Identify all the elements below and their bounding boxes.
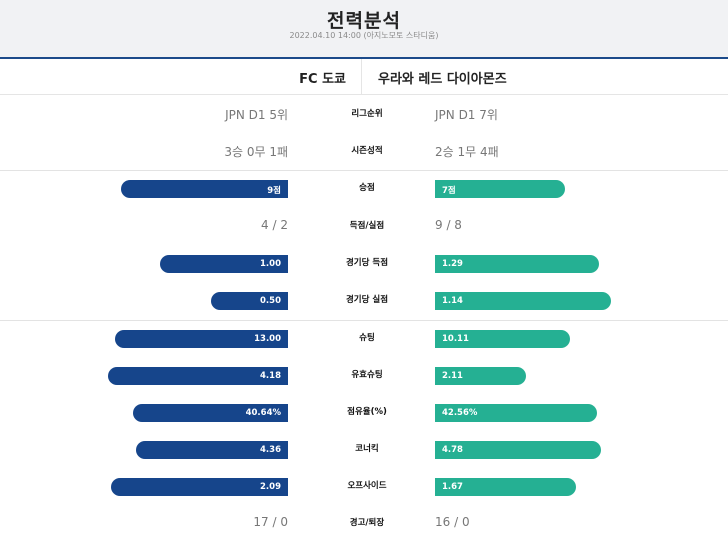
stat-label: 코너킥 xyxy=(355,444,379,454)
away-bar-value: 1.29 xyxy=(442,259,463,269)
away-stat-value: 2승 1무 4패 xyxy=(435,145,499,159)
stat-label: 시즌성적 xyxy=(351,146,383,156)
stat-row: 코너킥 4.36 4.78 xyxy=(0,431,728,468)
away-stat-value: 16 / 0 xyxy=(435,515,470,529)
stat-label: 경기당 실점 xyxy=(345,295,389,305)
stat-row: 승점 9점 7점 xyxy=(0,170,728,207)
home-stat-value: 17 / 0 xyxy=(253,515,288,529)
away-stat-bar xyxy=(435,292,611,310)
away-stat-bar xyxy=(435,180,565,198)
away-bar-value: 2.11 xyxy=(442,371,463,381)
away-stat-bar xyxy=(435,255,599,273)
stat-row: 득점/실점 4 / 2 9 / 8 xyxy=(0,208,728,245)
away-bar-value: 4.78 xyxy=(442,445,463,455)
stat-label: 승점 xyxy=(359,183,375,193)
home-bar-value: 40.64% xyxy=(245,408,281,418)
stat-row: 경고/퇴장 17 / 0 16 / 0 xyxy=(0,505,728,542)
stat-label: 득점/실점 xyxy=(349,221,385,231)
stat-label: 경고/퇴장 xyxy=(349,518,385,528)
section-divider xyxy=(0,320,728,321)
home-stat-bar xyxy=(211,292,288,310)
home-bar-value: 13.00 xyxy=(254,334,281,344)
home-stat-bar xyxy=(160,255,288,273)
stat-label: 리그순위 xyxy=(351,109,383,119)
away-bar-value: 1.14 xyxy=(442,296,463,306)
stat-row: 슈팅 13.00 10.11 xyxy=(0,320,728,357)
away-stat-bar xyxy=(435,404,597,422)
stat-row: 리그순위 JPN D1 5위 JPN D1 7위 xyxy=(0,96,728,133)
stat-label: 점유율(%) xyxy=(347,407,387,417)
stat-label: 유효슈팅 xyxy=(351,370,383,380)
team-divider xyxy=(361,59,362,95)
home-team-name: FC 도쿄 xyxy=(299,72,346,87)
home-stat-bar xyxy=(136,441,288,459)
page-title: 전력분석 xyxy=(327,10,401,32)
stat-row: 경기당 득점 1.00 1.29 xyxy=(0,245,728,282)
away-stat-value: 9 / 8 xyxy=(435,218,462,232)
page-header: 전력분석 2022.04.10 14:00 (아지노모토 스타디움) xyxy=(0,0,728,57)
away-bar-value: 10.11 xyxy=(442,334,469,344)
home-stat-bar xyxy=(133,404,288,422)
stat-row: 경기당 실점 0.50 1.14 xyxy=(0,282,728,319)
home-bar-value: 9점 xyxy=(267,186,281,196)
stat-label: 경기당 득점 xyxy=(345,258,389,268)
home-bar-value: 1.00 xyxy=(260,259,281,269)
away-bar-value: 42.56% xyxy=(442,408,478,418)
home-stat-bar xyxy=(115,330,288,348)
stat-row: 유효슈팅 4.18 2.11 xyxy=(0,357,728,394)
stat-row: 시즌성적 3승 0무 1패 2승 1무 4패 xyxy=(0,133,728,170)
away-stat-bar xyxy=(435,441,601,459)
away-stat-bar xyxy=(435,367,526,385)
away-bar-value: 1.67 xyxy=(442,482,463,492)
home-bar-value: 0.50 xyxy=(260,296,281,306)
home-stat-value: 4 / 2 xyxy=(261,218,288,232)
home-bar-value: 2.09 xyxy=(260,482,281,492)
team-header: FC 도쿄 우라와 레드 다이아몬즈 xyxy=(0,57,728,95)
stat-label: 슈팅 xyxy=(359,333,375,343)
home-stat-bar xyxy=(111,478,288,496)
away-team-name: 우라와 레드 다이아몬즈 xyxy=(378,72,507,87)
home-stat-value: 3승 0무 1패 xyxy=(224,145,288,159)
home-stat-bar xyxy=(121,180,288,198)
away-bar-value: 7점 xyxy=(442,186,456,196)
home-bar-value: 4.18 xyxy=(260,371,281,381)
home-stat-value: JPN D1 5위 xyxy=(225,108,288,122)
section-divider xyxy=(0,170,728,171)
stat-row: 오프사이드 2.09 1.67 xyxy=(0,468,728,505)
stat-row: 점유율(%) 40.64% 42.56% xyxy=(0,394,728,431)
home-bar-value: 4.36 xyxy=(260,445,281,455)
away-stat-bar xyxy=(435,478,576,496)
match-datetime-venue: 2022.04.10 14:00 (아지노모토 스타디움) xyxy=(289,31,439,40)
stat-label: 오프사이드 xyxy=(347,481,387,491)
away-stat-value: JPN D1 7위 xyxy=(435,108,498,122)
away-stat-bar xyxy=(435,330,570,348)
home-stat-bar xyxy=(108,367,288,385)
